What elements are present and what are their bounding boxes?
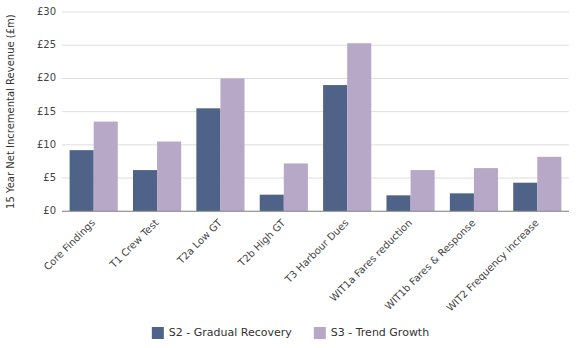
bar xyxy=(260,195,284,212)
x-tick-label: T3 Harbour Dues xyxy=(282,217,351,286)
bar xyxy=(347,43,371,211)
chart-svg: £0 £5 £10 £15 £20 £25 £30 15 Year Net Increment… xyxy=(0,0,581,348)
y-tick-label: £10 xyxy=(37,139,56,150)
bar xyxy=(386,195,410,211)
bar xyxy=(450,193,474,211)
grid-line xyxy=(62,211,569,212)
bar xyxy=(133,170,157,211)
legend-label: S3 - Trend Growth xyxy=(331,326,429,339)
chart-container: £0 £5 £10 £15 £20 £25 £30 15 Year Net Increment… xyxy=(0,0,581,348)
bar xyxy=(411,170,435,211)
legend-swatch xyxy=(152,327,164,339)
bar xyxy=(474,168,498,211)
bar xyxy=(70,150,94,211)
legend-swatch xyxy=(314,327,326,339)
legend-label: S2 - Gradual Recovery xyxy=(169,326,292,339)
bar xyxy=(284,163,308,211)
bar xyxy=(323,85,347,211)
y-tick-label: £30 xyxy=(37,6,56,17)
y-axis-label: 15 Year Net Incremental Revenue (£m) xyxy=(5,14,16,209)
x-tick-label: T2b High GT xyxy=(235,216,288,269)
x-tick-label: T2a Low GT xyxy=(174,216,224,266)
y-tick-label: £20 xyxy=(37,72,56,83)
y-tick-label: £0 xyxy=(43,205,56,216)
bar xyxy=(513,183,537,212)
grid-line xyxy=(62,111,569,112)
x-tick-label: T1 Crew Test xyxy=(107,217,161,271)
y-tick-labels: £0 £5 £10 £15 £20 £25 £30 xyxy=(37,6,56,216)
legend: S2 - Gradual Recovery S3 - Trend Growth xyxy=(152,326,429,339)
grid-line xyxy=(62,12,569,13)
x-tick-labels: Core FindingsT1 Crew Test T2a Low GTT2b H… xyxy=(42,216,541,313)
x-axis-line xyxy=(62,211,569,212)
bars xyxy=(70,43,562,211)
y-tick-label: £5 xyxy=(43,172,56,183)
bar xyxy=(220,78,244,211)
x-tick-label: WIT2 Frequency increase xyxy=(444,217,541,314)
x-tick-label: Core Findings xyxy=(42,217,98,273)
bar xyxy=(94,122,118,212)
y-grid xyxy=(62,12,569,211)
grid-line xyxy=(62,78,569,79)
bar xyxy=(537,157,561,211)
y-tick-label: £15 xyxy=(37,106,56,117)
y-tick-label: £25 xyxy=(37,39,56,50)
bar xyxy=(157,142,181,212)
grid-line xyxy=(62,144,569,145)
bar xyxy=(196,108,220,211)
grid-line xyxy=(62,45,569,46)
